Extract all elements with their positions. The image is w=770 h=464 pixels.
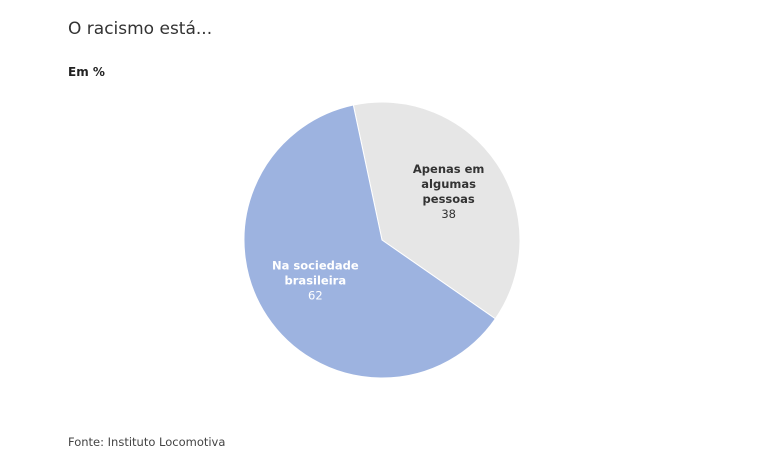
slice-label-line: Na sociedade: [272, 258, 359, 272]
slice-label-line: Apenas em: [413, 162, 485, 176]
chart-source: Fonte: Instituto Locomotiva: [68, 435, 226, 449]
slice-label-line: brasileira: [285, 273, 347, 287]
slice-label-0: Apenas em algumas pessoas 38: [413, 162, 485, 221]
slice-label-line: pessoas: [423, 192, 475, 206]
slice-label-line: algumas: [421, 177, 476, 191]
slice-label-1: Na sociedade brasileira 62: [272, 258, 359, 302]
slice-value: 62: [308, 288, 323, 302]
slice-value: 38: [441, 207, 456, 221]
chart-subtitle: Em %: [68, 65, 105, 79]
pie-slice-0: [352, 101, 521, 320]
chart-title: O racismo está...: [68, 19, 213, 39]
pie-slice-1: [243, 104, 497, 379]
